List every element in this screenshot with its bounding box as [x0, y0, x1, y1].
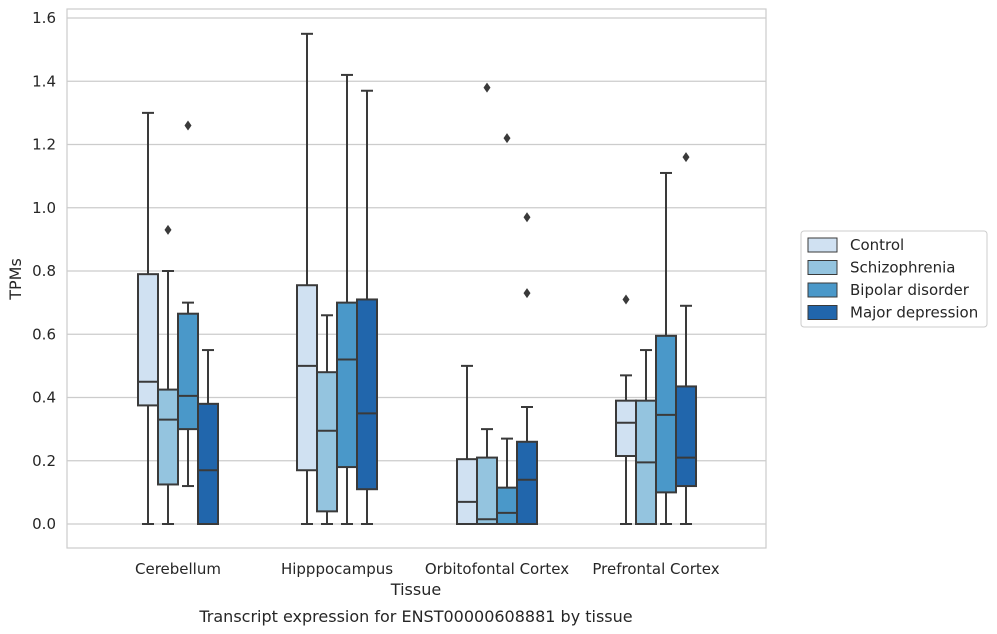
box-control: [137, 111, 159, 525]
box-control: [456, 364, 478, 526]
y-tick-label: 0.2: [32, 452, 56, 470]
plot-frame: [66, 8, 767, 549]
y-tick-label: 0.6: [32, 325, 56, 343]
outlier-point: [164, 224, 172, 235]
chart-caption: Transcript expression for ENST0000060888…: [198, 607, 632, 626]
box-schizophrenia: [316, 314, 338, 525]
outlier-point: [523, 288, 531, 299]
outlier-point: [682, 152, 690, 163]
legend-frame: [800, 230, 988, 328]
box-iqr: [177, 312, 199, 431]
y-tick-label: 0.0: [32, 515, 56, 533]
legend-swatch: [807, 305, 838, 320]
box-iqr: [476, 456, 498, 525]
box-iqr: [675, 385, 697, 488]
box-iqr: [296, 284, 318, 472]
x-tick-label: Cerebellum: [135, 560, 221, 578]
legend-label: Bipolar disorder: [850, 281, 970, 299]
outlier-point: [622, 294, 630, 305]
outlier-point: [483, 82, 491, 93]
legend-label: Schizophrenia: [850, 259, 955, 277]
x-tick-label: Orbitofontal Cortex: [425, 560, 569, 578]
legend-items: Control Schizophrenia Bipolar disorder Majo…: [807, 236, 978, 322]
outlier-point: [503, 133, 511, 144]
box-iqr: [157, 388, 179, 486]
box-control: [615, 294, 637, 525]
box-iqr: [615, 399, 637, 458]
box-schizophrenia: [157, 224, 179, 525]
x-tick-labels: Cerebellum Hipppocampus Orbitofontal Corte…: [135, 560, 720, 578]
y-axis-label: TPMs: [6, 258, 25, 301]
x-axis-label: Tissue: [390, 580, 441, 599]
y-tick-labels: 0.0 0.2 0.4 0.6 0.8 1.0 1.2 1.4 1.6: [32, 9, 56, 533]
box-bipolar-disorder: [496, 133, 518, 526]
legend-swatch: [807, 260, 838, 275]
y-tick-label: 0.8: [32, 262, 56, 280]
legend-swatch: [807, 237, 838, 253]
box-iqr: [496, 486, 518, 526]
box-iqr: [137, 273, 159, 407]
box-schizophrenia: [476, 82, 498, 525]
box-major-depression: [675, 152, 697, 525]
outlier-point: [184, 120, 192, 131]
box-iqr: [197, 402, 219, 526]
box-iqr: [316, 371, 338, 513]
box-bipolar-disorder: [336, 73, 358, 525]
outlier-point: [523, 212, 531, 223]
box-major-depression: [356, 89, 378, 525]
y-tick-label: 1.6: [32, 9, 56, 27]
y-tick-label: 1.4: [32, 72, 56, 90]
box-control: [296, 32, 318, 525]
box-bipolar-disorder: [177, 120, 199, 488]
legend-label: Control: [850, 236, 904, 254]
legend: Control Schizophrenia Bipolar disorder Majo…: [800, 230, 988, 328]
legend-swatch: [807, 282, 838, 298]
box-major-depression: [197, 349, 219, 526]
box-iqr: [336, 301, 358, 469]
y-tick-label: 0.4: [32, 389, 56, 407]
box-major-depression: [516, 212, 538, 525]
box-iqr: [456, 458, 478, 526]
x-tick-label: Prefrontal Cortex: [592, 560, 719, 578]
x-tick-label: Hipppocampus: [281, 560, 393, 578]
box-iqr: [356, 298, 378, 491]
y-tick-label: 1.2: [32, 136, 56, 154]
legend-label: Major depression: [850, 304, 978, 322]
y-tick-label: 1.0: [32, 199, 56, 217]
box-schizophrenia: [635, 349, 657, 526]
boxes: [137, 32, 697, 526]
box-iqr: [516, 440, 538, 525]
box-bipolar-disorder: [655, 171, 677, 525]
